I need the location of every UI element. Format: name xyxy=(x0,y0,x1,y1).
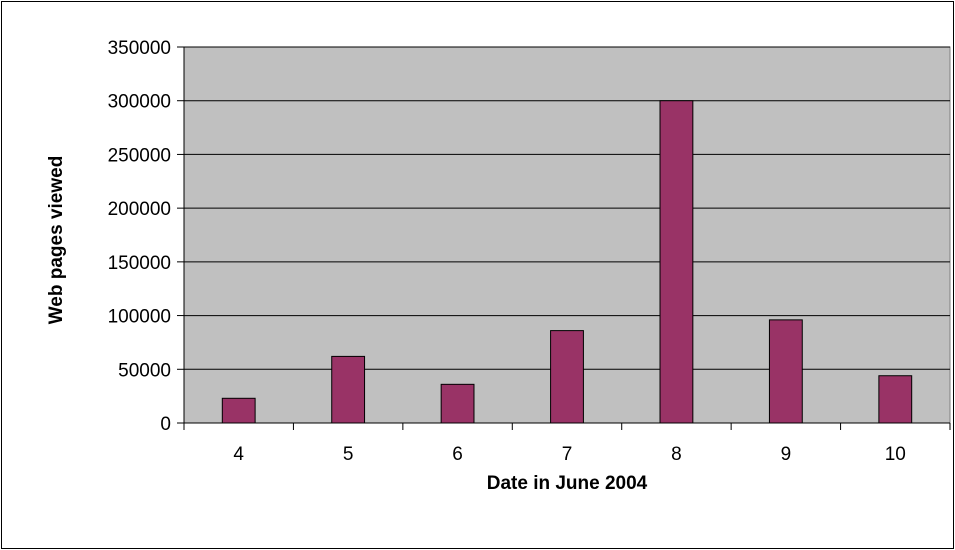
y-tick-label: 0 xyxy=(160,414,171,435)
bar-4 xyxy=(221,397,256,424)
x-tick-labels: 4 5 6 7 8 9 10 xyxy=(233,444,905,465)
x-tick-label: 4 xyxy=(233,444,244,465)
x-tick-label: 8 xyxy=(671,444,682,465)
gridlines xyxy=(184,46,950,370)
y-tick-label: 50000 xyxy=(118,360,171,381)
axes xyxy=(177,46,951,430)
x-axis-title: Date in June 2004 xyxy=(487,473,648,494)
y-axis-title: Web pages viewed xyxy=(46,156,67,325)
bar-7 xyxy=(550,330,584,424)
x-tick-label: 9 xyxy=(781,444,792,465)
y-tick-label: 350000 xyxy=(108,38,171,59)
x-tick-label: 5 xyxy=(343,444,354,465)
x-tick-label: 6 xyxy=(452,444,463,465)
y-tick-labels: 0 50000 100000 150000 200000 250000 300000 3500… xyxy=(108,38,171,435)
bar-10 xyxy=(878,375,913,424)
y-tick-label: 300000 xyxy=(108,92,171,113)
bar-6 xyxy=(440,383,475,424)
x-tick-label: 10 xyxy=(885,444,906,465)
y-tick-label: 150000 xyxy=(108,253,171,274)
bars xyxy=(221,100,913,424)
bar-8 xyxy=(659,100,694,424)
y-tick-label: 100000 xyxy=(108,307,171,328)
x-tick-label: 7 xyxy=(562,444,573,465)
y-tick-label: 200000 xyxy=(108,199,171,220)
bar-5 xyxy=(331,355,366,424)
y-tick-label: 250000 xyxy=(108,145,171,166)
bar-9 xyxy=(768,319,803,424)
